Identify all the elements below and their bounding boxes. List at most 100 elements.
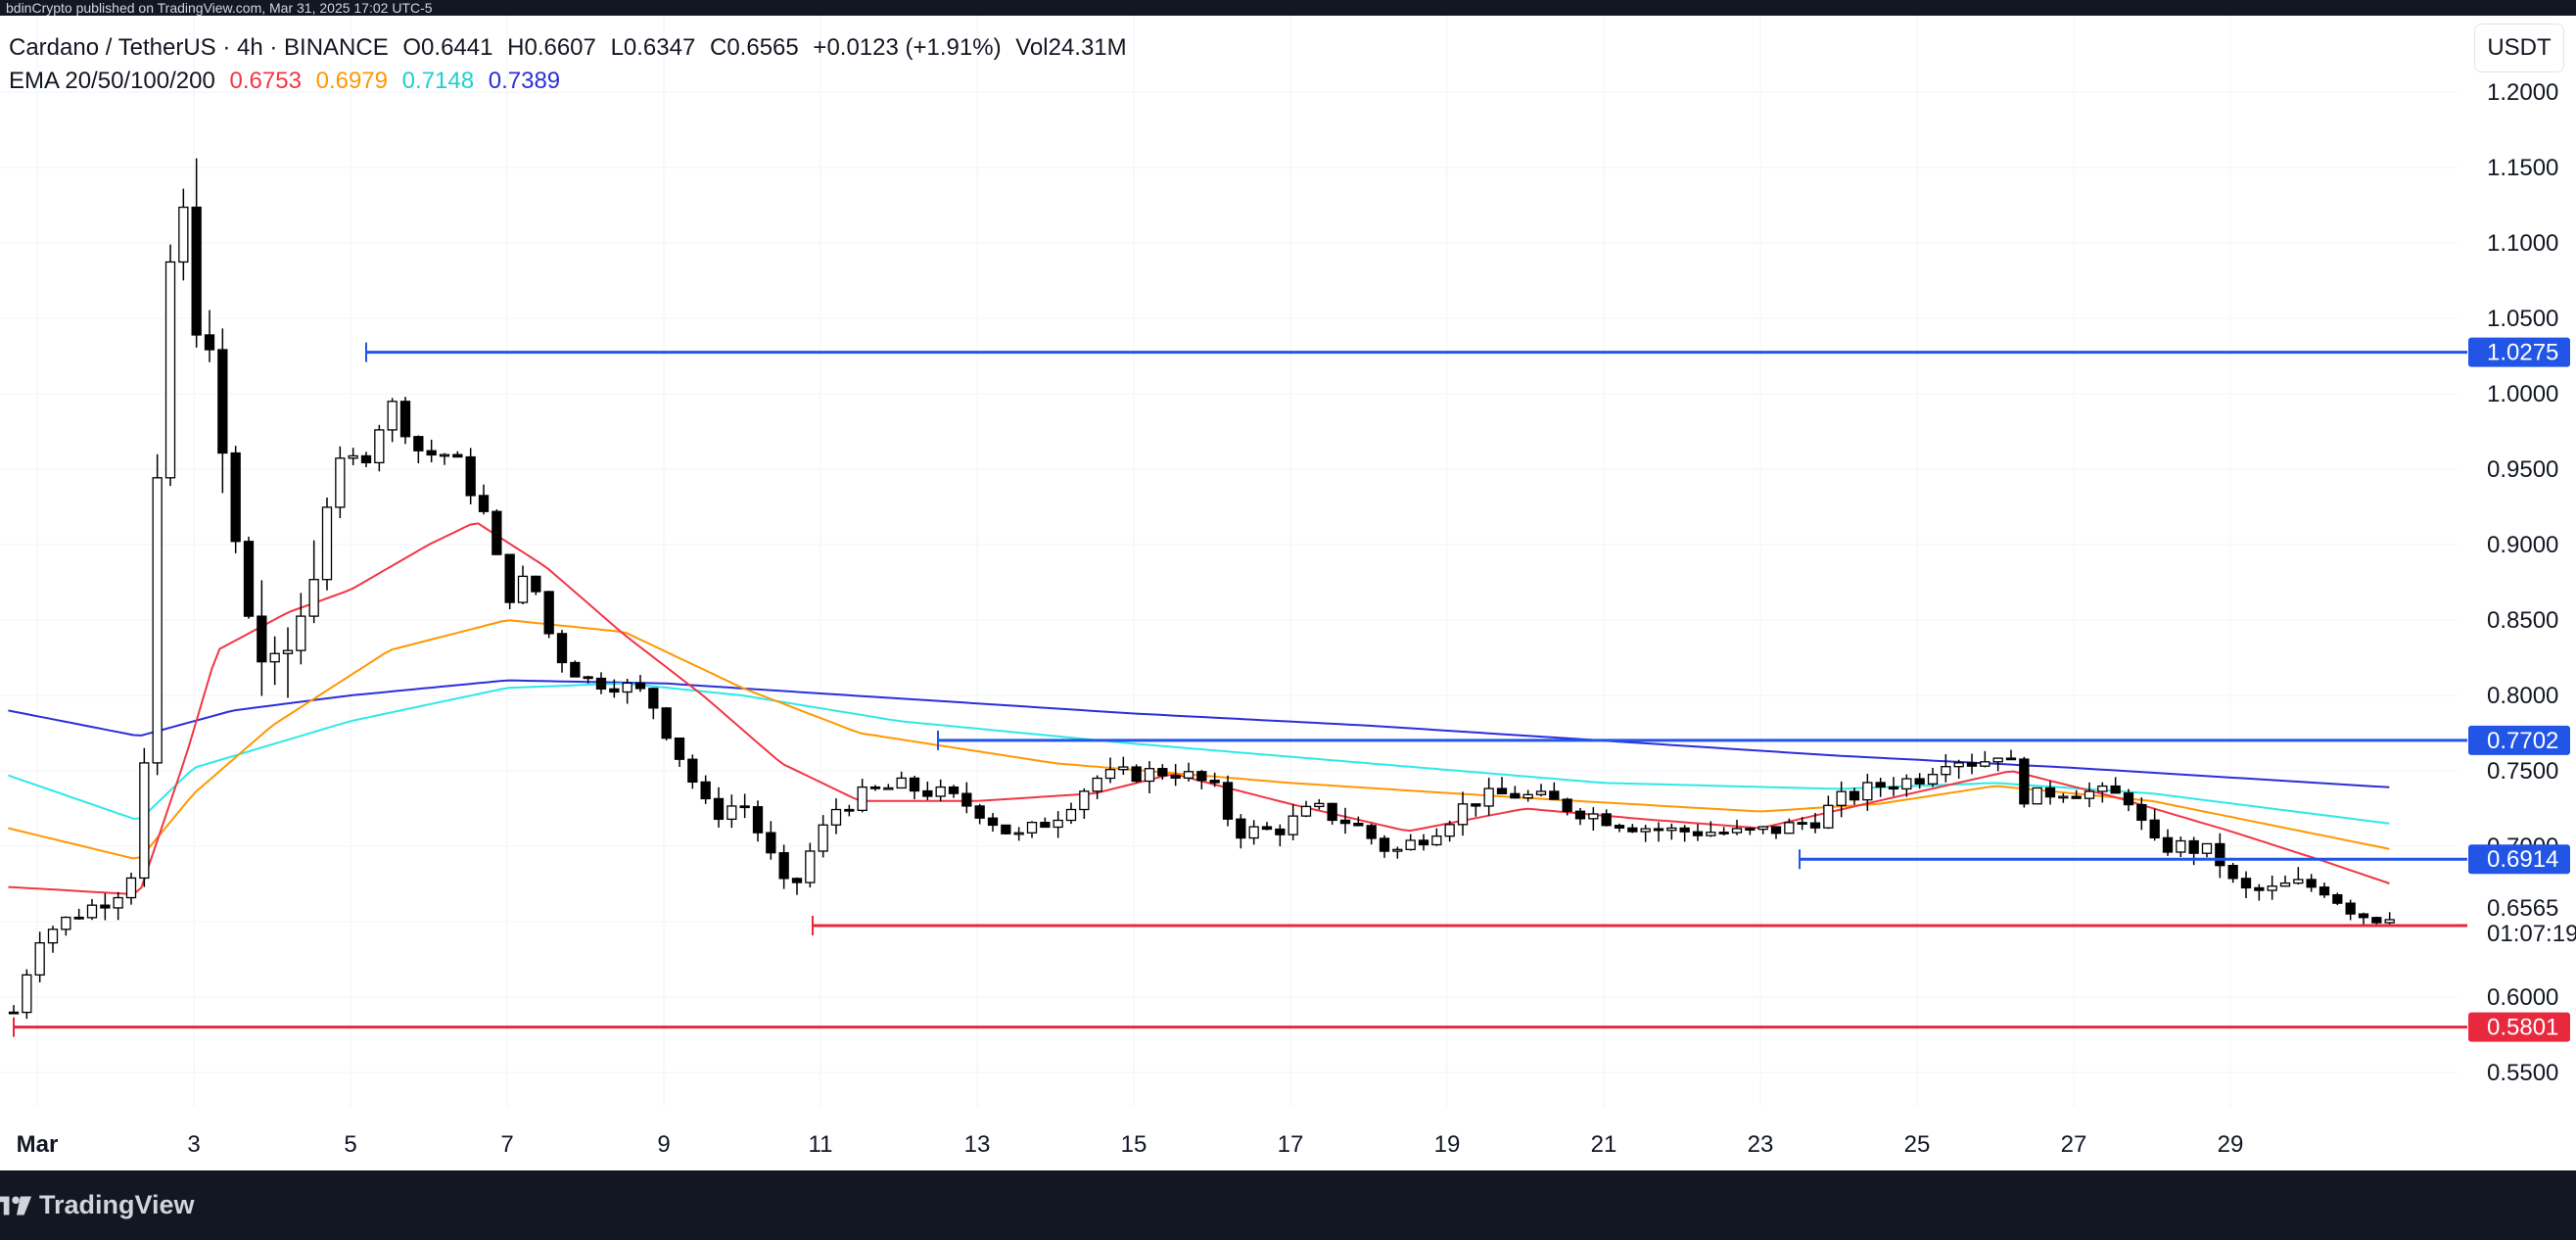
candle-body <box>439 453 450 457</box>
candle-body <box>1079 790 1090 811</box>
candle-body <box>100 904 111 909</box>
candle-body <box>1588 813 1599 820</box>
candle-body <box>2332 893 2343 904</box>
time-tick-label: 11 <box>809 1131 833 1158</box>
currency-label: USDT <box>2487 34 2552 61</box>
candle-body <box>1888 786 1899 790</box>
footer-bar: TradingView <box>0 1170 2576 1240</box>
candle-body <box>2358 913 2369 919</box>
resistance-price-tag-label: 0.7702 <box>2487 728 2558 754</box>
ema-label[interactable]: EMA 20/50/100/200 <box>9 68 215 94</box>
candle-body <box>1692 831 1704 836</box>
candle-body <box>2162 836 2174 853</box>
candle-body <box>1040 822 1051 829</box>
candle-body <box>1653 828 1664 832</box>
candle-body <box>1706 832 1716 836</box>
candle-body <box>1353 823 1364 827</box>
candle-body <box>2044 787 2056 798</box>
brand-name[interactable]: TradingView <box>39 1190 195 1219</box>
candle-body <box>1718 832 1729 835</box>
tradingview-logo-icon[interactable] <box>0 1191 33 1220</box>
price-tick-label: 0.9000 <box>2487 532 2558 558</box>
candle-body <box>935 786 946 797</box>
candle-body <box>1627 827 1638 833</box>
candle-body <box>2136 803 2147 821</box>
time-tick-label: 9 <box>657 1131 670 1158</box>
candle-body <box>1026 822 1038 834</box>
candle-body <box>2123 792 2134 806</box>
candle-body <box>1914 778 1925 785</box>
candle-body <box>1496 787 1508 794</box>
candle-body <box>374 429 385 464</box>
candle-body <box>922 789 933 797</box>
time-tick-label: 29 <box>2218 1131 2244 1158</box>
published-header: bdinCrypto published on TradingView.com,… <box>0 0 2576 16</box>
candle-body <box>1065 808 1077 822</box>
candle-body <box>504 553 515 603</box>
candle-body <box>1013 832 1024 835</box>
ema20-value: 0.6753 <box>229 68 302 94</box>
candle-body <box>269 652 280 663</box>
candle-body <box>191 206 202 336</box>
candle-body <box>1770 826 1782 835</box>
candle-body <box>1236 818 1246 839</box>
candles <box>8 158 2395 1020</box>
candle-body <box>2254 886 2265 891</box>
candle-body <box>1614 825 1625 829</box>
candle-body <box>1535 790 1547 795</box>
candle-body <box>2227 865 2238 880</box>
candle-body <box>1549 790 1560 800</box>
time-tick-label: 15 <box>1121 1131 1147 1158</box>
price-axis[interactable]: 0.55000.60000.65000.70000.75000.80000.85… <box>2468 79 2576 1086</box>
close-value: C0.6565 <box>710 34 799 61</box>
candle-body <box>478 495 490 512</box>
candle-body <box>2318 886 2330 896</box>
time-tick-label: 19 <box>1434 1131 1461 1158</box>
candle-body <box>1418 839 1429 846</box>
symbol-title[interactable]: Cardano / TetherUS · 4h · BINANCE <box>9 34 389 61</box>
ema200-value: 0.7389 <box>488 68 561 94</box>
candle-body <box>1379 837 1390 852</box>
candle-body <box>1183 771 1194 779</box>
candle-body <box>543 591 554 635</box>
candle-body <box>152 477 163 764</box>
candle-body <box>974 805 985 819</box>
candle-body <box>1431 835 1442 846</box>
candle-body <box>1562 798 1572 812</box>
candle-body <box>2097 785 2108 792</box>
candle-body <box>739 805 750 809</box>
resistance-price-tag-label: 1.0275 <box>2487 340 2558 366</box>
candle-body <box>2032 787 2042 805</box>
candle-body <box>766 832 776 854</box>
candle-body <box>2279 882 2291 887</box>
candle-body <box>1483 787 1494 807</box>
price-tick-label: 1.1500 <box>2487 155 2558 181</box>
candle-body <box>700 781 711 800</box>
candle-body <box>1392 848 1403 852</box>
candle-body <box>1300 805 1312 817</box>
candle-body <box>2188 839 2199 854</box>
candle-body <box>2267 885 2277 891</box>
candle-body <box>426 450 437 456</box>
price-chart[interactable]: 0.55000.60000.65000.70000.75000.80000.85… <box>0 16 2576 1170</box>
candle-body <box>1327 802 1337 822</box>
candle-body <box>204 334 215 351</box>
candle-body <box>230 452 241 543</box>
candle-body <box>1757 826 1768 831</box>
candle-body <box>2293 879 2304 884</box>
candle-body <box>1405 839 1416 850</box>
candle-body <box>1131 766 1142 783</box>
time-axis[interactable]: Mar 3 5 7 9 11 13 15 17 19 21 23 25 27 29 <box>17 1131 2244 1158</box>
time-tick-label: 3 <box>187 1131 200 1158</box>
candle-body <box>2058 795 2069 799</box>
price-tick-label: 0.9500 <box>2487 456 2558 483</box>
candle-body <box>570 661 581 678</box>
candle-body <box>1862 782 1873 801</box>
candle-body <box>1574 810 1586 820</box>
candle-body <box>987 817 999 827</box>
candle-body <box>1836 790 1847 806</box>
time-tick-label: 13 <box>964 1131 991 1158</box>
grid <box>0 16 2458 1107</box>
candle-body <box>308 579 319 617</box>
currency-selector[interactable]: USDT <box>2474 24 2564 72</box>
